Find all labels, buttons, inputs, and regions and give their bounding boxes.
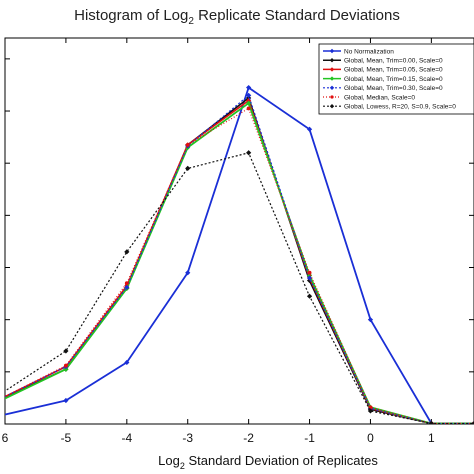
data-point-marker	[471, 420, 474, 424]
x-tick-label: 6	[2, 431, 9, 445]
data-point-marker	[246, 100, 252, 106]
data-point-marker	[63, 363, 68, 368]
x-axis-label-main: Log	[158, 453, 180, 468]
data-point-marker	[124, 359, 130, 366]
data-point-marker	[329, 67, 335, 72]
data-point-marker	[63, 366, 69, 372]
data-point-marker	[329, 104, 335, 109]
data-point-marker	[306, 277, 313, 284]
legend-label: Global, Median, Scale=0	[344, 94, 415, 101]
data-point-marker	[306, 293, 313, 299]
data-point-marker	[329, 58, 335, 63]
data-point-marker	[124, 284, 130, 290]
data-point-marker	[124, 249, 130, 255]
data-point-marker	[124, 281, 129, 286]
x-tick-label: -1	[304, 431, 315, 445]
data-point-marker	[246, 92, 252, 98]
data-point-marker	[330, 95, 334, 99]
legend-item: No Normalization	[323, 48, 394, 55]
legend-item: Global, Mean, Trim=0.05, Scale=0	[323, 67, 443, 74]
series-layer	[5, 84, 474, 424]
data-point-marker	[306, 126, 313, 132]
series-7	[5, 150, 474, 424]
data-point-marker	[306, 275, 313, 281]
legend-item: Global, Lowess, R=20, S=0.9, Scale=0	[323, 104, 456, 111]
legend-label: Global, Mean, Trim=0.05, Scale=0	[344, 67, 443, 74]
data-point-marker	[329, 85, 335, 90]
x-tick-label: -5	[61, 431, 72, 445]
legend-box	[318, 43, 474, 115]
data-point-marker	[329, 76, 335, 81]
chart-title: Histogram of Log2 Replicate Standard Dev…	[74, 7, 400, 27]
legend-item: Global, Mean, Trim=0.00, Scale=0	[323, 58, 443, 65]
x-axis-label-subscript: 2	[180, 461, 185, 471]
legend-label: Global, Lowess, R=20, S=0.9, Scale=0	[344, 104, 456, 111]
x-axis-ticks: 6 -5 -4 -3 -2 -1 0 1	[2, 38, 435, 445]
x-axis-label-rest: Standard Deviation of Replicates	[185, 453, 378, 468]
x-tick-label: -4	[121, 431, 132, 445]
data-point-marker	[185, 165, 191, 172]
x-tick-label: 1	[428, 431, 435, 445]
data-point-marker	[63, 397, 69, 404]
data-point-marker	[246, 84, 252, 91]
data-point-marker	[63, 348, 69, 354]
data-point-marker	[329, 48, 335, 54]
x-tick-label: -3	[182, 431, 193, 445]
legend-item: Global, Mean, Trim=0.30, Scale=0	[323, 85, 443, 92]
legend-label: No Normalization	[344, 48, 394, 55]
data-point-marker	[367, 317, 374, 323]
data-point-marker	[246, 150, 252, 156]
x-tick-label: -2	[243, 431, 254, 445]
data-point-marker	[367, 408, 374, 414]
data-point-marker	[428, 420, 434, 424]
chart-title-main: Histogram of Log	[74, 7, 188, 24]
chart-title-subscript: 2	[188, 16, 194, 27]
data-point-marker	[246, 106, 251, 111]
data-point-marker	[185, 142, 190, 147]
legend-label: Global, Mean, Trim=0.15, Scale=0	[344, 76, 443, 83]
series-1	[5, 84, 474, 424]
x-tick-label: 0	[367, 431, 374, 445]
legend-item: Global, Mean, Trim=0.15, Scale=0	[323, 76, 443, 83]
chart-title-rest: Replicate Standard Deviations	[194, 7, 400, 24]
legend-label: Global, Mean, Trim=0.00, Scale=0	[344, 58, 443, 65]
legend-label: Global, Mean, Trim=0.30, Scale=0	[344, 85, 443, 92]
x-axis-label: Log2 Standard Deviation of Replicates	[158, 453, 378, 471]
data-point-marker	[185, 270, 191, 276]
data-point-marker	[307, 270, 312, 275]
legend: No Normalization Global, Mean, Trim=0.00,…	[318, 43, 474, 115]
legend-item: Global, Median, Scale=0	[323, 94, 415, 101]
